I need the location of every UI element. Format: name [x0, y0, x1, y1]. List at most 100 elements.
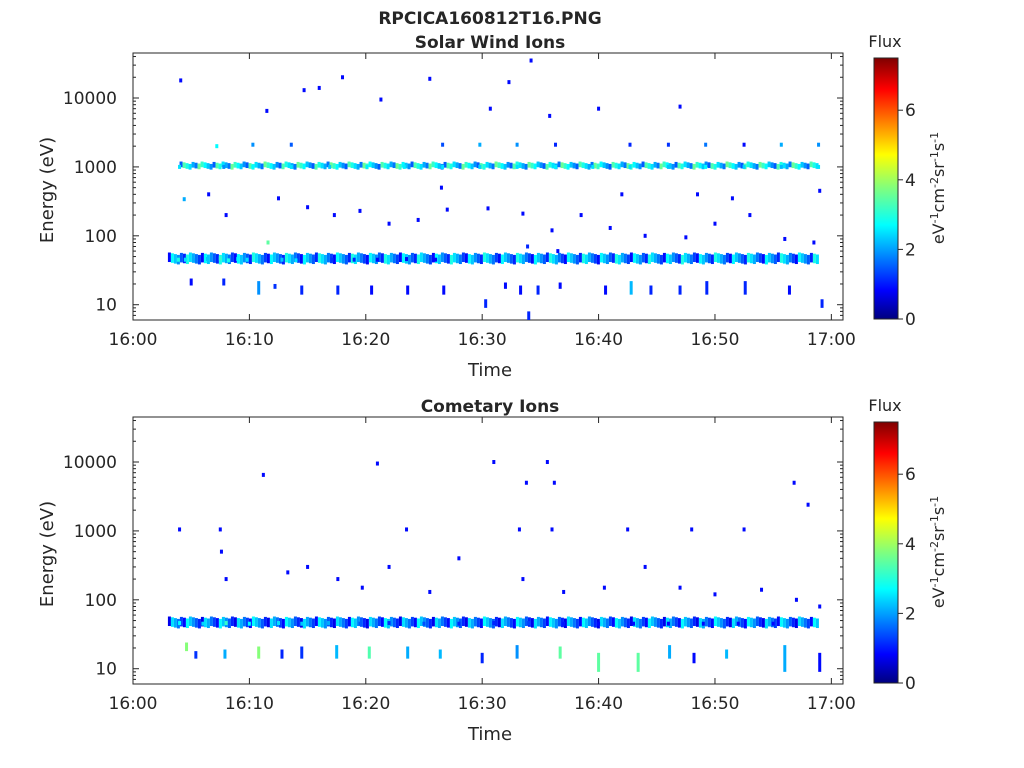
heatmap-cell — [677, 618, 681, 628]
heatmap-cell — [704, 164, 708, 169]
heatmap-cell — [779, 164, 783, 169]
heatmap-cell — [716, 617, 720, 627]
heatmap-cell — [248, 254, 252, 265]
heatmap-cell — [422, 161, 426, 168]
heatmap-cell — [383, 162, 387, 169]
heatmap-cell — [678, 585, 682, 590]
heatmap-cell — [317, 161, 321, 168]
heatmap-cell — [800, 161, 804, 168]
heatmap-cell — [215, 162, 219, 169]
heatmap-cell — [563, 163, 567, 169]
heatmap-cell — [485, 253, 489, 263]
heatmap-cell — [591, 164, 595, 169]
panel-title: Solar Wind Ions — [415, 33, 566, 53]
heatmap-cell — [296, 161, 300, 168]
heatmap-cell — [261, 472, 265, 477]
plot-area — [132, 416, 844, 685]
heatmap-marks — [167, 58, 824, 320]
heatmap-cell — [344, 618, 348, 629]
heatmap-cell — [341, 162, 345, 169]
colorbar-units: eV-1cm-2sr-1s-1 — [928, 132, 949, 244]
heatmap-stripe — [367, 646, 371, 659]
heatmap-cell — [413, 162, 417, 169]
heatmap-cell — [227, 163, 231, 169]
heatmap-cell — [563, 618, 567, 629]
heatmap-cell — [486, 206, 490, 211]
heatmap-cell — [275, 161, 279, 168]
heatmap-cell — [209, 163, 213, 170]
heatmap-cell — [383, 254, 387, 264]
heatmap-cell — [443, 161, 447, 168]
heatmap-cell — [643, 564, 647, 569]
heatmap-cell — [527, 253, 531, 263]
panel-title: Cometary Ions — [421, 397, 560, 417]
heatmap-cell — [554, 254, 558, 265]
y-axis-label: Energy (eV) — [37, 501, 58, 607]
heatmap-cell — [347, 616, 351, 627]
heatmap-cell — [620, 161, 624, 168]
heatmap-cell — [182, 162, 186, 169]
heatmap-cell — [803, 618, 807, 628]
colorbar-ticks: 0 2 4 6 — [898, 101, 916, 330]
heatmap-stripe — [783, 645, 787, 672]
heatmap-cell — [434, 617, 438, 628]
heatmap-cell — [284, 161, 288, 168]
heatmap-cell — [587, 616, 591, 627]
heatmap-cell — [722, 254, 726, 265]
heatmap-cell — [597, 621, 601, 626]
heatmap-cell — [233, 161, 237, 168]
heatmap-cell — [353, 618, 357, 629]
heatmap-cell — [560, 162, 564, 169]
heatmap-cell — [509, 254, 513, 264]
heatmap-cell — [666, 142, 670, 147]
heatmap-cell — [407, 254, 411, 265]
y-tick-label: 100 — [85, 227, 117, 247]
heatmap-cell — [557, 252, 561, 263]
heatmap-cell — [515, 616, 519, 627]
heatmap-cell — [590, 253, 594, 263]
heatmap-cell — [623, 253, 627, 264]
heatmap-cell — [242, 161, 246, 168]
heatmap-cell — [218, 163, 222, 170]
heatmap-cell — [488, 106, 492, 111]
heatmap-cell — [311, 257, 315, 262]
heatmap-cell — [713, 163, 717, 170]
heatmap-stripe — [604, 285, 608, 295]
heatmap-cell — [578, 252, 582, 263]
heatmap-cell — [445, 207, 449, 212]
heatmap-cell — [659, 254, 663, 265]
heatmap-cell — [230, 616, 234, 627]
heatmap-cell — [605, 163, 609, 169]
y-tick-label: 10000 — [63, 453, 117, 473]
heatmap-cell — [371, 617, 375, 628]
heatmap-cell — [416, 163, 420, 169]
heatmap-stripe — [629, 281, 633, 295]
x-axis-ticks: 16:00 16:10 16:20 16:30 16:40 16:50 17:00 — [109, 417, 856, 714]
heatmap-cell — [783, 236, 787, 241]
heatmap-cell — [197, 618, 201, 629]
heatmap-cell — [507, 80, 511, 85]
heatmap-cell — [545, 460, 549, 465]
heatmap-cell — [278, 162, 282, 169]
heatmap-stripe — [692, 652, 696, 664]
heatmap-cell — [503, 252, 507, 263]
heatmap-cell — [260, 618, 264, 629]
heatmap-cell — [791, 617, 795, 628]
heatmap-cell — [377, 252, 381, 263]
heatmap-cell — [209, 616, 213, 627]
heatmap-cell — [692, 616, 696, 627]
heatmap-cell — [461, 252, 465, 263]
heatmap-cell — [226, 258, 230, 263]
heatmap-cell — [299, 162, 303, 169]
heatmap-cell — [197, 163, 201, 170]
heatmap-cell — [748, 213, 752, 218]
heatmap-stripe — [336, 285, 340, 295]
heatmap-cell — [710, 618, 714, 629]
heatmap-cell — [728, 617, 732, 628]
heatmap-cell — [245, 617, 249, 628]
heatmap-cell — [710, 163, 714, 169]
heatmap-cell — [425, 618, 429, 628]
heatmap-cell — [643, 233, 647, 238]
heatmap-cell — [736, 621, 740, 626]
